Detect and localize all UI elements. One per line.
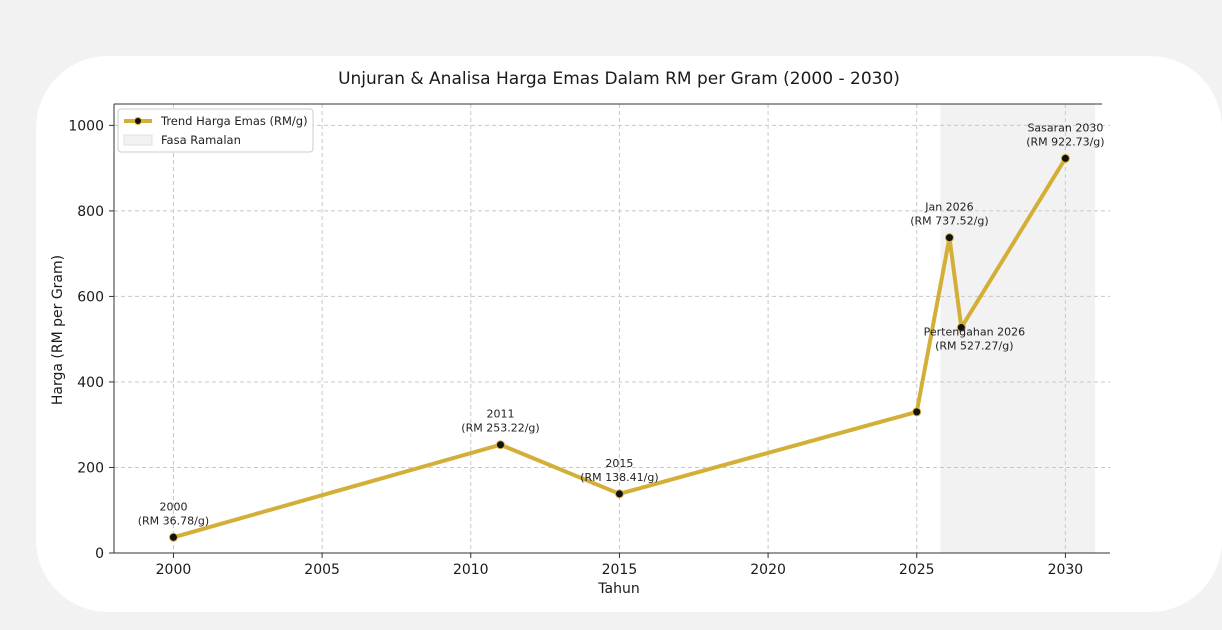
data-label: Sasaran 2030 [1027, 121, 1103, 134]
x-tick-label: 2025 [899, 562, 935, 578]
forecast-shaded-region [940, 104, 1096, 553]
x-tick-label: 2015 [602, 562, 638, 578]
x-tick-label: 2010 [453, 562, 489, 578]
data-label: 2011 [487, 408, 515, 421]
data-label: (RM 527.27/g) [935, 340, 1013, 353]
data-label: (RM 36.78/g) [138, 514, 209, 527]
data-point [168, 532, 178, 542]
y-tick-label: 600 [77, 289, 104, 305]
legend-marker [134, 117, 142, 125]
data-point [944, 233, 954, 243]
y-tick-label: 800 [77, 204, 104, 220]
data-point [1060, 153, 1070, 163]
y-tick-label: 200 [77, 460, 104, 476]
data-label: 2000 [159, 500, 187, 513]
legend-area-swatch [123, 134, 153, 146]
data-label: (RM 737.52/g) [910, 215, 988, 228]
data-label: (RM 253.22/g) [461, 422, 539, 435]
data-point [614, 489, 624, 499]
chart-title: Unjuran & Analisa Harga Emas Dalam RM pe… [338, 69, 900, 89]
x-tick-label: 2020 [750, 562, 786, 578]
x-tick-label: 2030 [1048, 562, 1084, 578]
x-tick-label: 2000 [156, 562, 192, 578]
x-axis-label: Tahun [597, 581, 639, 597]
y-tick-label: 0 [95, 546, 104, 562]
data-label: 2015 [605, 457, 633, 470]
y-tick-label: 1000 [68, 118, 104, 134]
y-axis-label: Harga (RM per Gram) [50, 255, 66, 405]
legend-entry-forecast: Fasa Ramalan [161, 133, 241, 147]
legend: Trend Harga Emas (RM/g) Fasa Ramalan [117, 108, 314, 153]
data-point [496, 440, 506, 450]
data-point [956, 323, 966, 333]
legend-entry-trend: Trend Harga Emas (RM/g) [160, 114, 308, 128]
data-label: (RM 922.73/g) [1026, 135, 1104, 148]
data-label: Jan 2026 [924, 201, 973, 214]
y-tick-label: 400 [77, 375, 104, 391]
data-point [912, 407, 922, 417]
data-label: Pertengahan 2026 [924, 326, 1025, 339]
legend-box [117, 108, 314, 153]
data-label: (RM 138.41/g) [580, 471, 658, 484]
x-tick-label: 2005 [304, 562, 340, 578]
